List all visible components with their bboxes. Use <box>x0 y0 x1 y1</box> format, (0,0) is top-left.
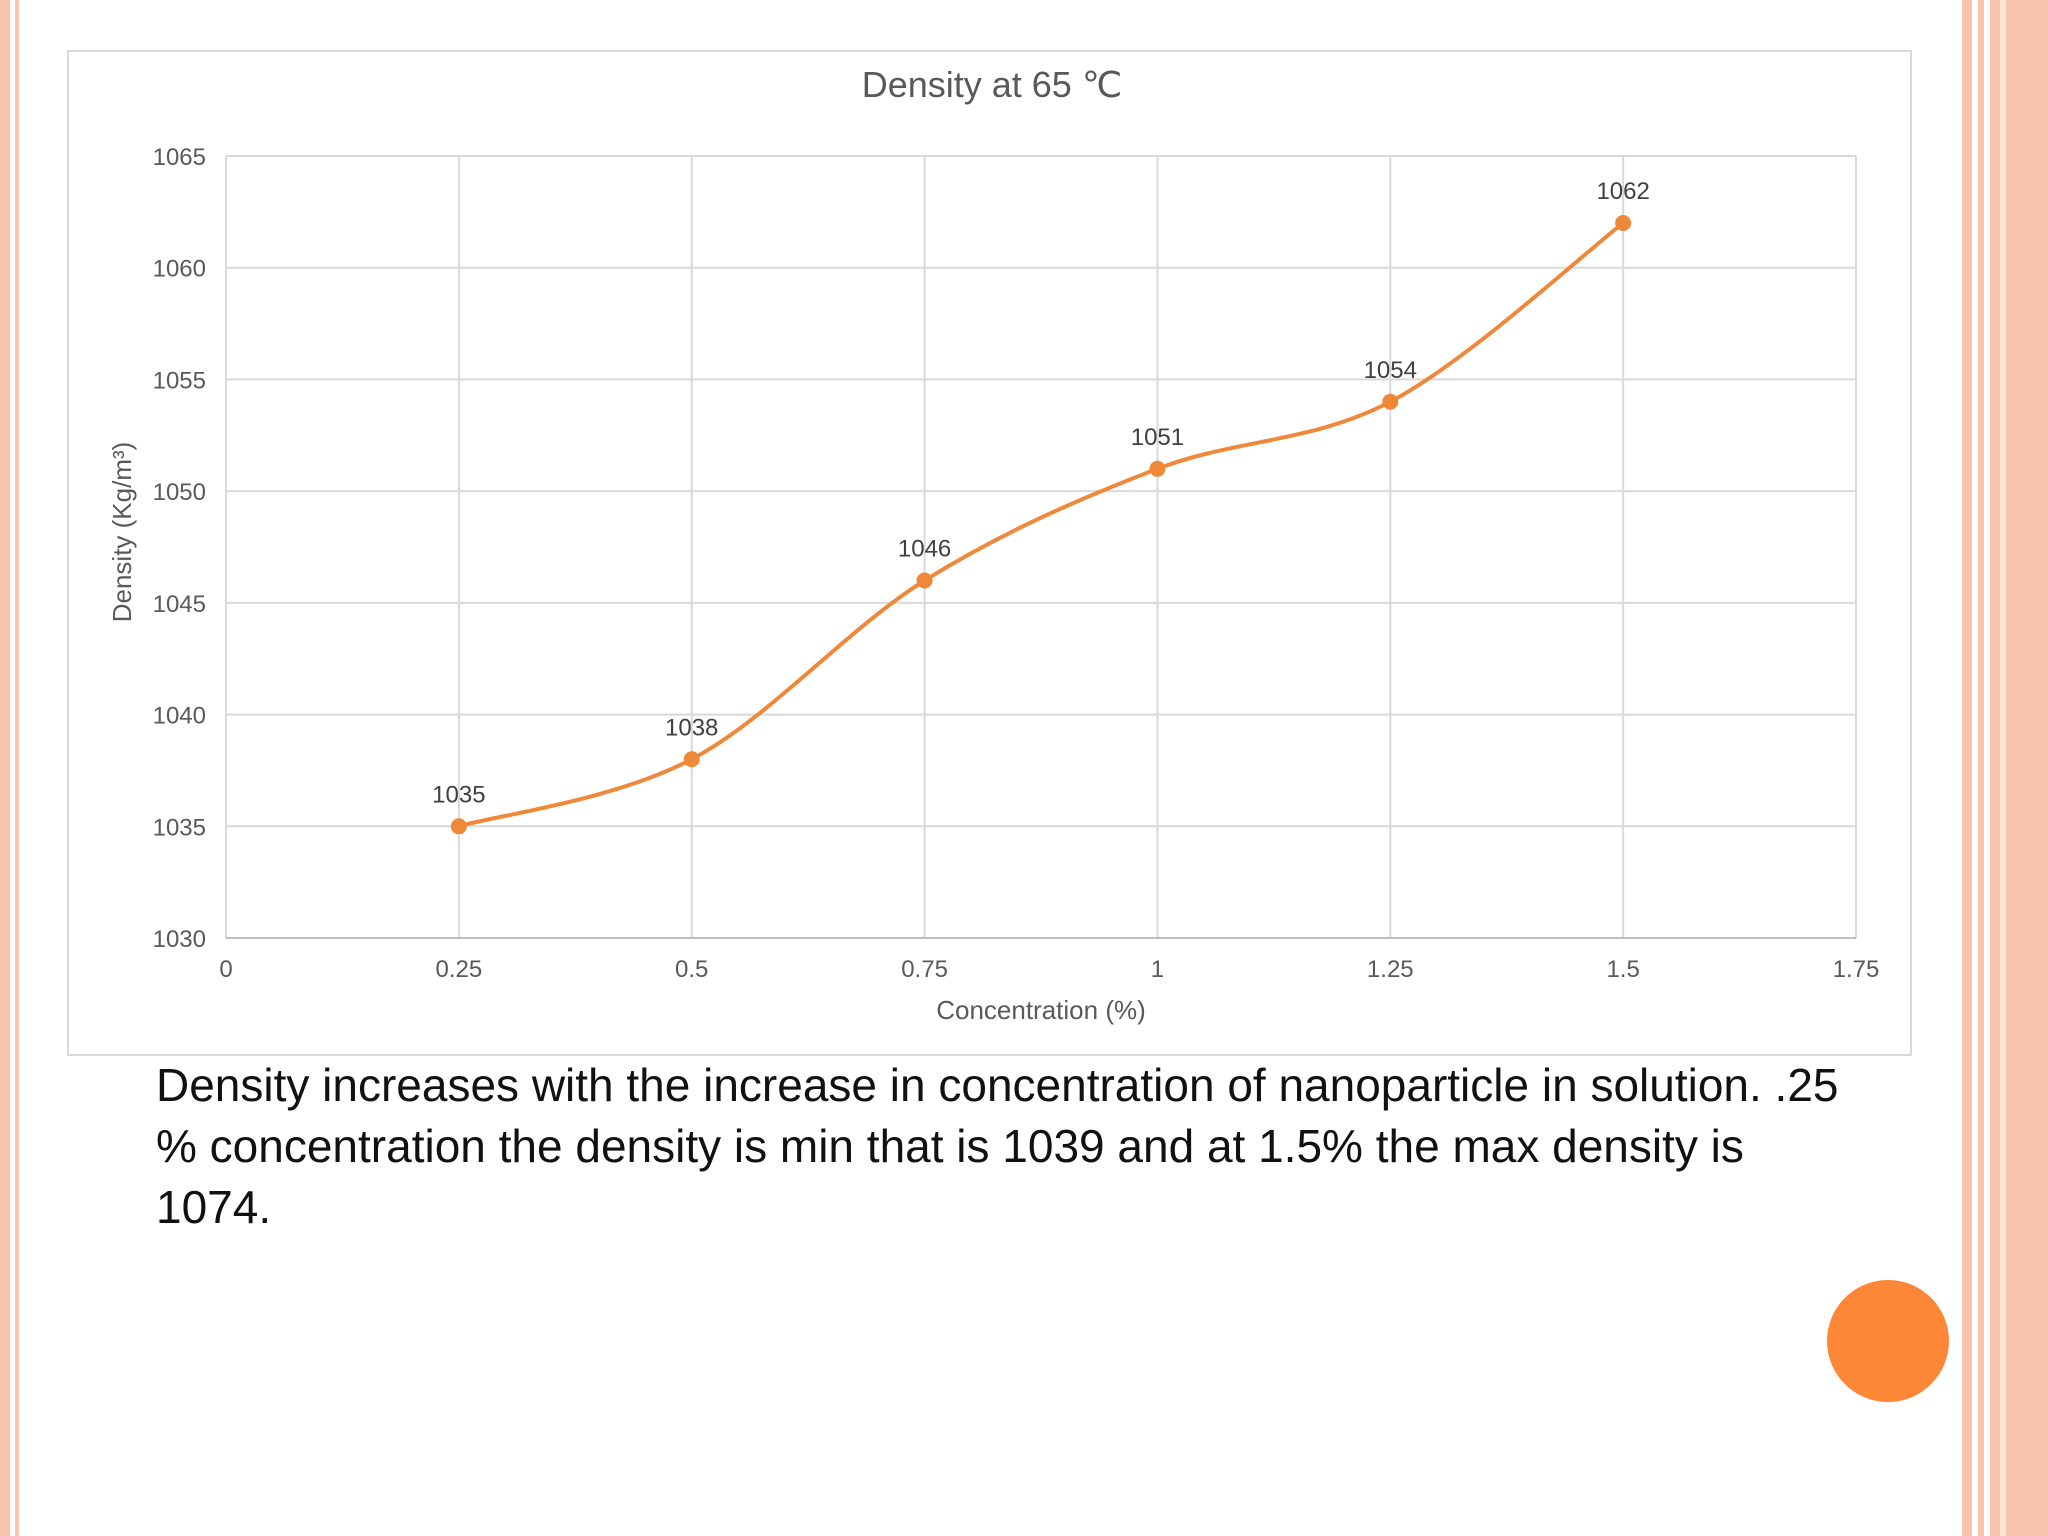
data-point <box>1615 215 1632 232</box>
chart-title: Density at 65 ℃ <box>862 64 1123 105</box>
frame-stripe-right-3 <box>1990 0 2048 1536</box>
decorative-orange-circle <box>1827 1280 1949 1402</box>
x-tick-label: 1.75 <box>1833 956 1880 983</box>
frame-stripe-left-inner <box>15 0 19 1536</box>
slide-caption: Density increases with the increase in c… <box>156 1059 1839 1233</box>
series-line <box>456 221 1626 829</box>
y-tick-label: 1065 <box>153 144 206 171</box>
x-tick-label: 0.75 <box>901 956 948 983</box>
data-point <box>450 818 467 835</box>
chart-container: 1030 1035 1040 1045 1050 1055 1060 1065 0 0.25 0.5… <box>67 50 1912 1056</box>
y-tick-label: 1040 <box>153 703 206 730</box>
y-tick-label: 1030 <box>153 926 206 953</box>
y-axis-title: Density (Kg/m³) <box>107 442 137 623</box>
series <box>450 215 1632 835</box>
data-point <box>683 751 700 768</box>
x-axis-title: Concentration (%) <box>936 995 1146 1025</box>
x-tick-label: 1.25 <box>1367 956 1414 983</box>
y-tick-label: 1060 <box>153 256 206 283</box>
frame-stripe-right-4 <box>2000 0 2006 1536</box>
data-label: 1054 <box>1364 357 1417 384</box>
grid-lines <box>225 155 1857 939</box>
density-line-chart: 1030 1035 1040 1045 1050 1055 1060 1065 0 0.25 0.5… <box>107 64 1880 1025</box>
y-tick-label: 1045 <box>153 591 206 618</box>
data-point <box>1149 460 1166 477</box>
y-tick-label: 1050 <box>153 479 206 506</box>
data-label: 1038 <box>665 714 718 741</box>
x-tick-label: 0.25 <box>435 956 482 983</box>
frame-stripe-left-outer <box>0 0 10 1536</box>
x-tick-label: 0 <box>219 956 232 983</box>
x-tick-label: 1.5 <box>1606 956 1639 983</box>
x-tick-label: 1 <box>1151 956 1164 983</box>
y-tick-label: 1035 <box>153 814 206 841</box>
y-tick-label: 1055 <box>153 367 206 394</box>
frame-stripe-right-1 <box>1962 0 1972 1536</box>
x-tick-label: 0.5 <box>675 956 708 983</box>
data-label: 1062 <box>1596 178 1649 205</box>
data-label: 1046 <box>898 536 951 563</box>
frame-stripe-right-2 <box>1978 0 1984 1536</box>
data-label: 1035 <box>432 781 485 808</box>
data-point <box>916 572 933 589</box>
axes: 1030 1035 1040 1045 1050 1055 1060 1065 0 0.25 0.5… <box>153 144 1880 983</box>
data-point <box>1382 393 1399 410</box>
data-label: 1051 <box>1131 424 1184 451</box>
data-labels: 1035 1038 1046 1051 1054 1062 <box>432 178 1650 808</box>
